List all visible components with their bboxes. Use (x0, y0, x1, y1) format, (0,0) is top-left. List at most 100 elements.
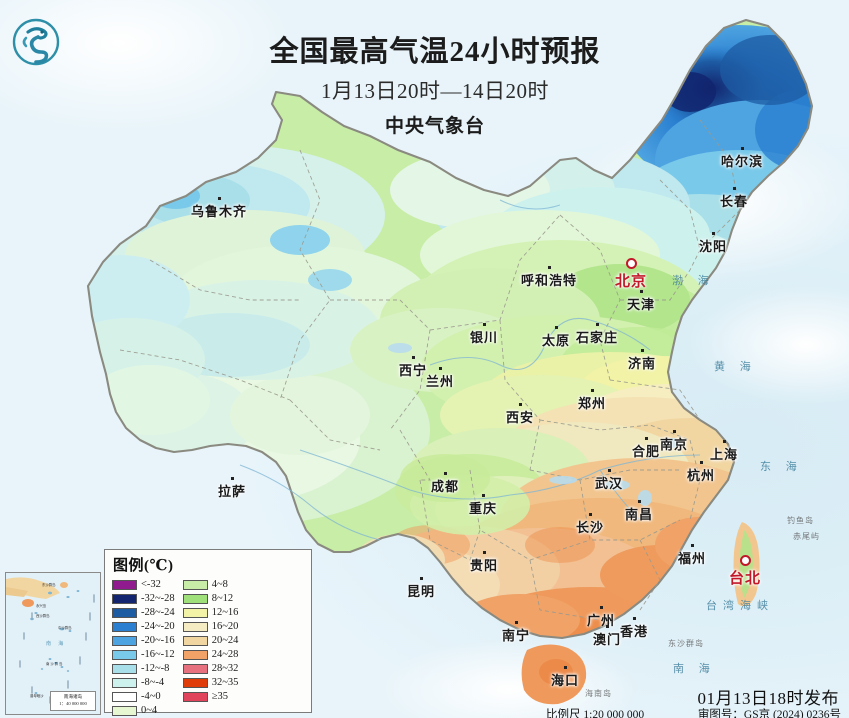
city-name: 沈阳 (698, 239, 728, 254)
city-name: 兰州 (425, 374, 455, 389)
legend-swatch (182, 607, 208, 618)
svg-text:永兴岛: 永兴岛 (36, 603, 47, 608)
legend-row-left-6: -12~-8 (112, 662, 175, 675)
city-marker-icon (518, 403, 522, 406)
inset-map-svg: 东沙群岛 西沙群岛 中沙群岛 南 沙 群 岛 曾母暗沙 永兴岛 南 海 (6, 573, 100, 714)
legend-swatch (112, 677, 137, 688)
city-marker-icon (230, 477, 234, 480)
legend-row-right-4: 20~24 (182, 634, 239, 647)
lakes (388, 343, 681, 506)
minor-label-2: 赤尾屿 (793, 532, 820, 541)
city-marker-icon (640, 349, 644, 352)
city-label-0: 乌鲁木齐 (191, 197, 247, 220)
legend-row-left-9: 0~4 (112, 704, 175, 717)
legend-label: 12~16 (211, 607, 239, 618)
city-marker-icon (672, 430, 676, 433)
svg-text:东沙群岛: 东沙群岛 (42, 582, 56, 587)
sea-label-1: 东 海 (760, 461, 803, 473)
city-name: 南京 (659, 437, 689, 452)
city-label-28: 台北 (729, 555, 761, 588)
legend-row-left-4: -20~-16 (112, 634, 175, 647)
legend-row-right-6: 28~32 (182, 662, 239, 675)
city-marker-icon (711, 232, 715, 235)
city-label-6: 沈阳 (699, 232, 727, 255)
legend-label: 0~4 (141, 705, 158, 716)
legend-label: -24~-20 (141, 621, 175, 632)
city-name: 西安 (505, 410, 535, 425)
city-label-31: 澳门 (593, 625, 621, 648)
legend-label: 20~24 (211, 635, 239, 646)
city-label-29: 广州 (587, 606, 615, 629)
legend-swatch (112, 621, 137, 632)
legend-row-left-3: -24~-20 (112, 620, 175, 633)
map-scale: 比例尺 1:20 000 000 (546, 709, 645, 718)
legend-row-left-0: <-32 (112, 578, 175, 591)
legend-label: 28~32 (211, 663, 239, 674)
cma-dragon-logo (12, 18, 60, 66)
city-name: 重庆 (468, 501, 498, 516)
city-label-10: 银川 (470, 323, 498, 346)
city-label-2: 北京 (615, 258, 647, 291)
legend-label: -4~0 (141, 691, 161, 702)
city-name: 天津 (626, 297, 656, 312)
province-boundaries (119, 119, 741, 621)
svg-text:西沙群岛: 西沙群岛 (36, 613, 50, 618)
city-name: 长沙 (575, 520, 605, 535)
city-name: 济南 (627, 356, 657, 371)
city-name: 广州 (586, 613, 616, 628)
legend-row-left-7: -8~-4 (112, 676, 175, 689)
legend-swatch (112, 607, 137, 618)
city-marker-icon (639, 290, 643, 293)
legend-swatch (112, 705, 137, 716)
legend-swatch (112, 663, 137, 674)
city-label-3: 天津 (627, 290, 655, 313)
legend-swatch (182, 621, 208, 632)
city-marker-icon (547, 266, 551, 269)
legend-row-left-8: -4~0 (112, 690, 175, 703)
city-label-23: 重庆 (469, 494, 497, 517)
city-name: 石家庄 (575, 330, 619, 345)
legend-label: -20~-16 (141, 635, 175, 646)
legend-row-left-2: -28~-24 (112, 606, 175, 619)
legend-row-right-2: 12~16 (182, 606, 239, 619)
city-name: 昆明 (406, 584, 436, 599)
city-name: 太原 (541, 333, 571, 348)
legend-swatch (112, 593, 137, 604)
city-marker-icon (588, 513, 592, 516)
city-name: 哈尔滨 (720, 154, 764, 169)
city-label-8: 太原 (542, 326, 570, 349)
city-label-17: 上海 (710, 440, 738, 463)
city-label-18: 杭州 (687, 461, 715, 484)
approval-number: 审图号：GS京 (2024) 0236号 (697, 709, 841, 718)
city-marker-icon (590, 389, 594, 392)
legend-label: ≥35 (211, 691, 228, 702)
city-name: 杭州 (686, 468, 716, 483)
sea-label-4: 台湾海峡 (706, 600, 774, 612)
legend-row-right-8: ≥35 (182, 690, 239, 703)
city-marker-icon (595, 323, 599, 326)
city-name: 西宁 (398, 363, 428, 378)
city-marker-icon (482, 323, 486, 326)
city-marker-icon (740, 147, 744, 150)
inset-scale-box: 南海诸岛 1：40 000 000 (50, 691, 96, 711)
city-label-33: 海口 (551, 666, 579, 689)
city-name: 乌鲁木齐 (190, 204, 248, 219)
legend-title: 图例(℃) (113, 558, 174, 574)
city-name: 武汉 (594, 476, 624, 491)
city-marker-icon (554, 326, 558, 329)
legend-label: 8~12 (211, 593, 234, 604)
legend-row-right-3: 16~20 (182, 620, 238, 633)
legend-swatch (182, 635, 208, 646)
legend-label: -28~-24 (141, 607, 175, 618)
city-marker-icon (637, 500, 641, 503)
legend-label: 32~35 (211, 677, 239, 688)
city-label-19: 武汉 (595, 469, 623, 492)
city-marker-icon (411, 356, 415, 359)
legend-row-left-5: -16~-12 (112, 648, 175, 661)
city-marker-icon (443, 472, 447, 475)
legend-row-right-5: 24~28 (182, 648, 238, 661)
city-marker-icon (605, 625, 609, 628)
inset-caption: 南海诸岛 (63, 694, 83, 699)
